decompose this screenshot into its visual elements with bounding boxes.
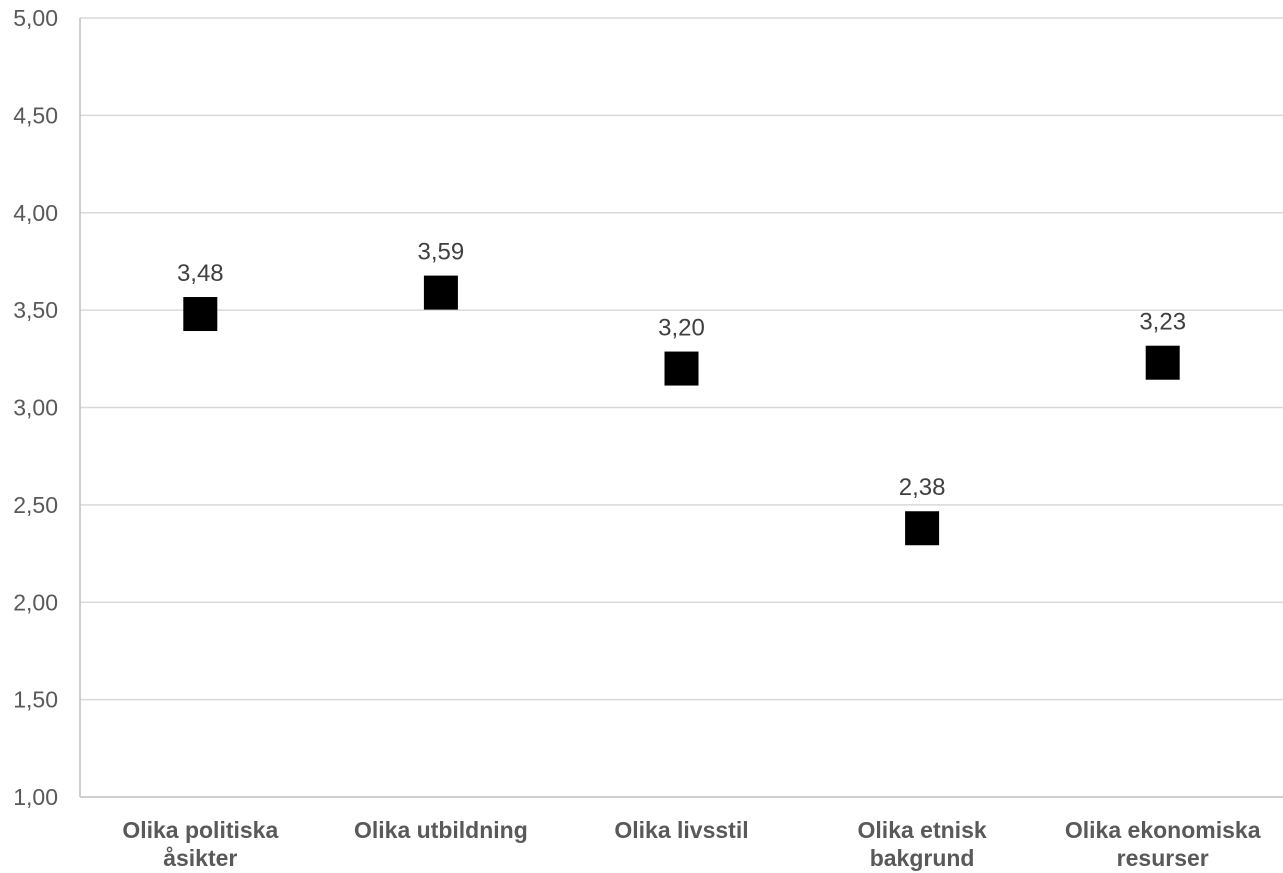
data-label: 3,48	[177, 260, 224, 287]
x-category-label: Olika livsstil	[614, 817, 748, 843]
axes	[79, 18, 1283, 798]
x-category-label: bakgrund	[870, 845, 975, 871]
x-category-label: Olika politiska	[122, 817, 278, 843]
x-category-label: resurser	[1117, 845, 1209, 871]
data-point-marker	[183, 297, 218, 332]
y-tick-label: 5,00	[13, 5, 58, 31]
data-point-marker	[664, 351, 699, 386]
x-category-label: Olika etnisk	[858, 817, 987, 843]
gridlines	[80, 17, 1283, 701]
x-category-label: åsikter	[163, 845, 237, 871]
data-label: 2,38	[899, 474, 946, 501]
y-tick-label: 3,50	[13, 297, 58, 323]
data-labels: 3,48 3,59 3,20 2,38 3,23	[177, 239, 1186, 502]
y-tick-label: 4,50	[13, 102, 58, 128]
data-label: 3,59	[418, 239, 465, 266]
y-tick-label: 2,50	[13, 492, 58, 518]
data-label: 3,23	[1139, 309, 1186, 336]
y-tick-label: 2,00	[13, 589, 58, 615]
data-points	[183, 275, 1180, 546]
data-point-marker	[423, 275, 458, 310]
y-tick-label: 1,50	[13, 687, 58, 713]
x-category-label: Olika ekonomiska	[1065, 817, 1261, 843]
data-point-marker	[1145, 345, 1180, 380]
data-point-marker	[905, 511, 940, 546]
x-category-label: Olika utbildning	[354, 817, 528, 843]
y-tick-label: 1,00	[13, 784, 58, 810]
y-tick-label: 4,00	[13, 200, 58, 226]
y-tick-label: 3,00	[13, 395, 58, 421]
y-axis-tick-labels: 1,00 1,50 2,00 2,50 3,00 3,50 4,00 4,50 5,00	[13, 5, 58, 810]
data-label: 3,20	[658, 315, 705, 342]
